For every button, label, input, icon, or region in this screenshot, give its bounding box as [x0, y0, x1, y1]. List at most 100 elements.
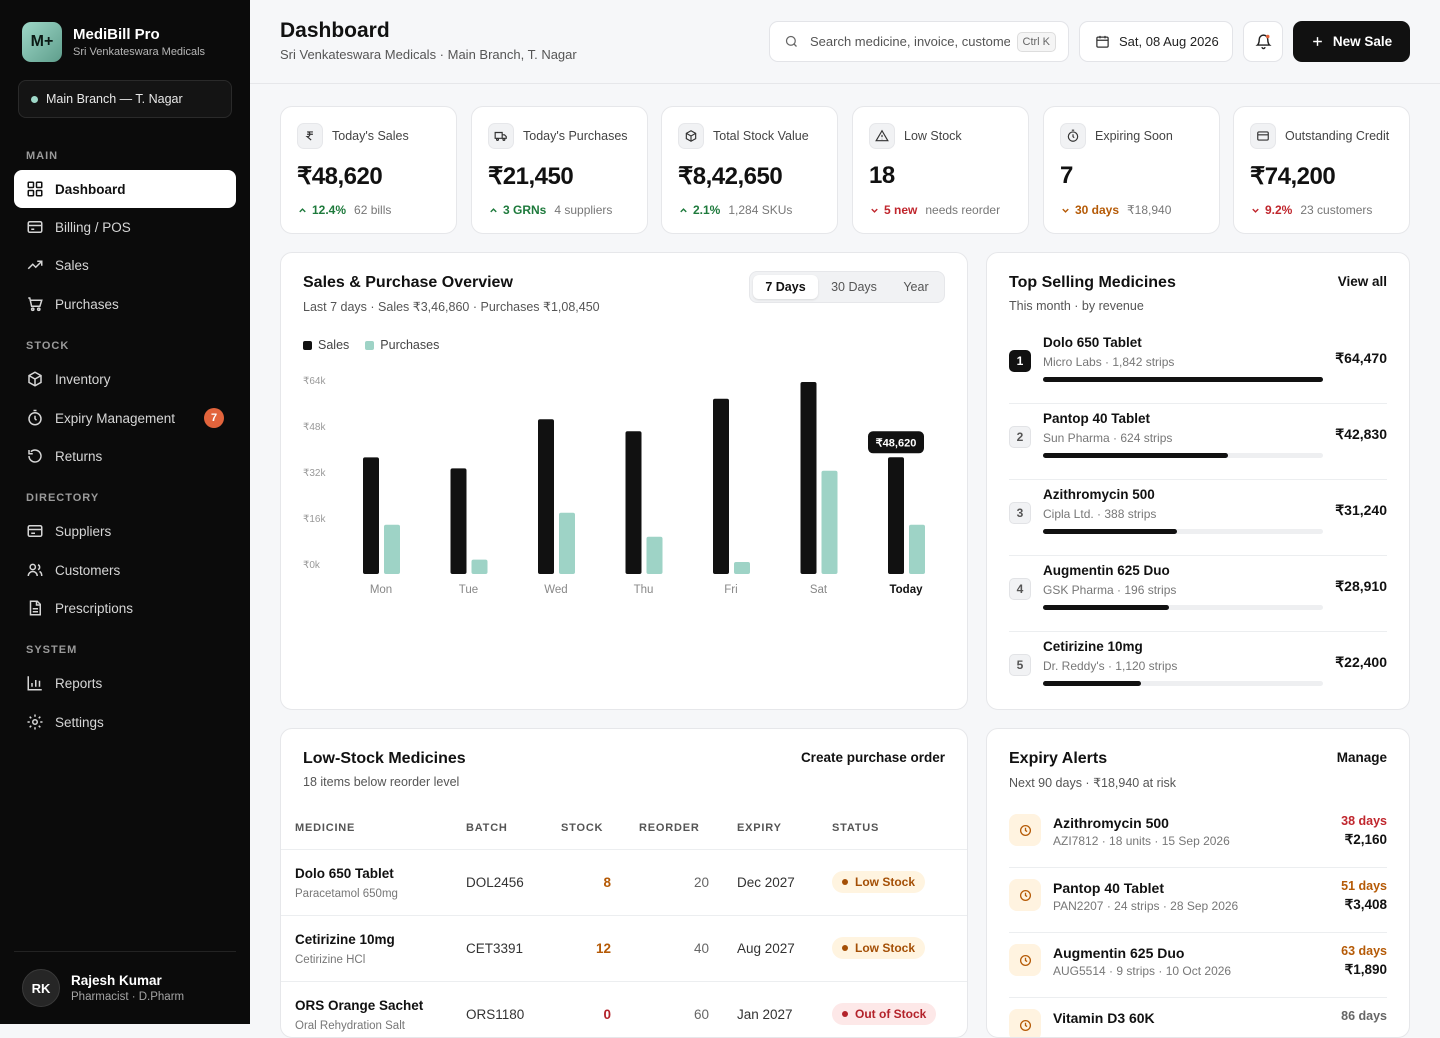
users-icon: [27, 563, 43, 577]
expiry-alerts-panel: Expiry Alerts Next 90 days · ₹18,940 at …: [986, 728, 1410, 1038]
kpi-footer: 9.2% 23 customers: [1250, 203, 1372, 217]
medicine-meta: GSK Pharma · 196 strips: [1043, 583, 1177, 597]
search-input[interactable]: [810, 34, 1010, 49]
expiry-title: Expiry Alerts: [1009, 750, 1108, 767]
y-tick-label: ₹48k: [303, 422, 326, 433]
stock-cell: 8: [603, 875, 611, 890]
sidebar-item-label: Expiry Management: [55, 410, 176, 426]
kpi-footer: 3 GRNs 4 suppliers: [488, 203, 612, 217]
status-label: Out of Stock: [855, 1007, 927, 1021]
reorder-cell: 40: [693, 941, 709, 956]
notifications-button[interactable]: [1243, 21, 1283, 62]
kpi-card[interactable]: Today's Sales ₹48,620 12.4% 62 bills: [280, 106, 457, 234]
divider: [1009, 403, 1387, 404]
bar-chart-icon: [27, 676, 42, 691]
kpi-card[interactable]: Low Stock 18 5 new needs reorder: [852, 106, 1029, 234]
kpi-icon-box: [1250, 123, 1276, 149]
table-row[interactable]: Dolo 650 Tablet Paracetamol 650mg DOL245…: [281, 849, 967, 915]
create-purchase-order-link[interactable]: Create purchase order: [800, 750, 945, 765]
kpi-card[interactable]: Expiring Soon 7 30 days ₹18,940: [1043, 106, 1220, 234]
revenue-share-fill: [1043, 605, 1169, 610]
date-picker[interactable]: Sat, 08 Aug 2026: [1079, 21, 1233, 62]
sidebar-item-reports[interactable]: Reports: [14, 664, 236, 702]
list-item[interactable]: 1 Dolo 650 Tablet Micro Labs · 1,842 str…: [1009, 328, 1387, 404]
kpi-note: 23 customers: [1300, 203, 1373, 217]
manage-link[interactable]: Manage: [1336, 750, 1387, 765]
search-box[interactable]: Ctrl K: [769, 21, 1069, 62]
medicine-meta: Micro Labs · 1,842 strips: [1043, 355, 1175, 369]
sidebar-item-dashboard[interactable]: Dashboard: [14, 170, 236, 208]
kpi-delta: 9.2%: [1265, 203, 1293, 217]
sidebar-item-suppliers[interactable]: Suppliers: [14, 512, 236, 550]
expiry-icon-box: [1009, 814, 1041, 846]
list-item[interactable]: 4 Augmentin 625 Duo GSK Pharma · 196 str…: [1009, 556, 1387, 632]
list-item[interactable]: 5 Cetirizine 10mg Dr. Reddy's · 1,120 st…: [1009, 632, 1387, 708]
list-item[interactable]: Azithromycin 500 AZI7812 · 18 units · 15…: [1009, 803, 1387, 868]
clock-icon: [1019, 889, 1031, 901]
revenue-share-bar: [1043, 605, 1323, 610]
expiry-cell: Aug 2027: [737, 941, 795, 956]
reorder-cell: 20: [693, 875, 709, 890]
grid-icon: [27, 181, 43, 197]
y-tick-label: ₹64k: [303, 376, 326, 387]
sidebar-item-purchases[interactable]: Purchases: [14, 285, 236, 323]
medicine-meta: Sun Pharma · 624 strips: [1043, 431, 1173, 445]
kpi-card[interactable]: Today's Purchases ₹21,450 3 GRNs 4 suppl…: [471, 106, 648, 234]
sidebar-item-expiry[interactable]: Expiry Management 7: [14, 399, 236, 437]
rank-number: 2: [1009, 426, 1031, 448]
list-item[interactable]: 2 Pantop 40 Tablet Sun Pharma · 624 stri…: [1009, 404, 1387, 480]
sidebar-item-settings[interactable]: Settings: [14, 703, 236, 741]
divider: [1009, 867, 1387, 868]
bar-purchases: [471, 559, 488, 574]
medicine-name: Cetirizine 10mg: [1043, 639, 1143, 654]
list-item[interactable]: Vitamin D3 60K 86 days: [1009, 998, 1387, 1037]
range-year[interactable]: Year: [903, 280, 929, 294]
status-dot: [842, 879, 848, 885]
low-stock-subtitle: 18 items below reorder level: [303, 775, 460, 789]
list-item[interactable]: 3 Azithromycin 500 Cipla Ltd. · 388 stri…: [1009, 480, 1387, 556]
new-sale-button[interactable]: New Sale: [1293, 21, 1410, 62]
sidebar-item-billing[interactable]: Billing / POS: [14, 208, 236, 246]
batch-meta: PAN2207 · 24 strips · 28 Sep 2026: [1053, 899, 1239, 913]
branch-selector[interactable]: Main Branch — T. Nagar: [18, 80, 232, 118]
chart-legend: Sales Purchases: [303, 338, 439, 352]
legend-swatch-sales: [303, 340, 312, 350]
view-all-link[interactable]: View all: [1337, 274, 1387, 289]
revenue-share-bar: [1043, 377, 1323, 382]
bar-sales: [363, 457, 379, 574]
sidebar-item-prescriptions[interactable]: Prescriptions: [14, 589, 236, 627]
medicine-name: Dolo 650 Tablet: [295, 866, 394, 881]
sidebar-item-sales[interactable]: Sales: [14, 246, 236, 284]
kpi-value: ₹48,620: [297, 163, 383, 190]
table-row[interactable]: Cetirizine 10mg Cetirizine HCl CET3391 1…: [281, 915, 967, 981]
user-profile[interactable]: RK Rajesh Kumar Pharmacist · D.Pharm: [14, 951, 236, 1024]
user-role: Pharmacist · D.Pharm: [71, 991, 185, 1003]
sidebar-item-customers[interactable]: Customers: [14, 551, 236, 589]
brand[interactable]: M+ MediBill Pro Sri Venkateswara Medical…: [22, 22, 205, 62]
kpi-card[interactable]: Outstanding Credit ₹74,200 9.2% 23 custo…: [1233, 106, 1410, 234]
cart-icon: [28, 297, 43, 312]
status-dot: [842, 945, 848, 951]
bar-purchases: [559, 512, 575, 574]
kpi-value: 7: [1060, 162, 1073, 189]
table-row[interactable]: ORS Orange Sachet Oral Rehydration Salt …: [281, 981, 967, 1037]
medicine-name: Pantop 40 Tablet: [1043, 411, 1151, 426]
medicine-name: Vitamin D3 60K: [1053, 1010, 1155, 1026]
sidebar-item-label: Customers: [55, 562, 121, 578]
list-item[interactable]: Augmentin 625 Duo AUG5514 · 9 strips · 1…: [1009, 933, 1387, 998]
range-30-days[interactable]: 30 Days: [831, 280, 877, 294]
revenue-share-bar: [1043, 681, 1323, 686]
overview-subtitle: Last 7 days · Sales ₹3,46,860 · Purchase…: [303, 300, 600, 314]
sidebar-item-inventory[interactable]: Inventory: [14, 360, 236, 398]
list-item[interactable]: Pantop 40 Tablet PAN2207 · 24 strips · 2…: [1009, 868, 1387, 933]
expiry-cell: Jan 2027: [737, 1007, 793, 1022]
batch-cell: ORS1180: [466, 1007, 525, 1022]
kpi-card[interactable]: Total Stock Value ₹8,42,650 2.1% 1,284 S…: [661, 106, 838, 234]
sales-overview-panel: Sales & Purchase Overview Last 7 days · …: [280, 252, 968, 710]
low-stock-title: Low-Stock Medicines: [303, 750, 466, 767]
gear-icon: [27, 714, 43, 730]
range-7-days[interactable]: 7 Days: [753, 275, 818, 299]
divider: [1009, 932, 1387, 933]
current-date: Sat, 08 Aug 2026: [1119, 34, 1219, 49]
sidebar-item-returns[interactable]: Returns: [14, 437, 236, 475]
